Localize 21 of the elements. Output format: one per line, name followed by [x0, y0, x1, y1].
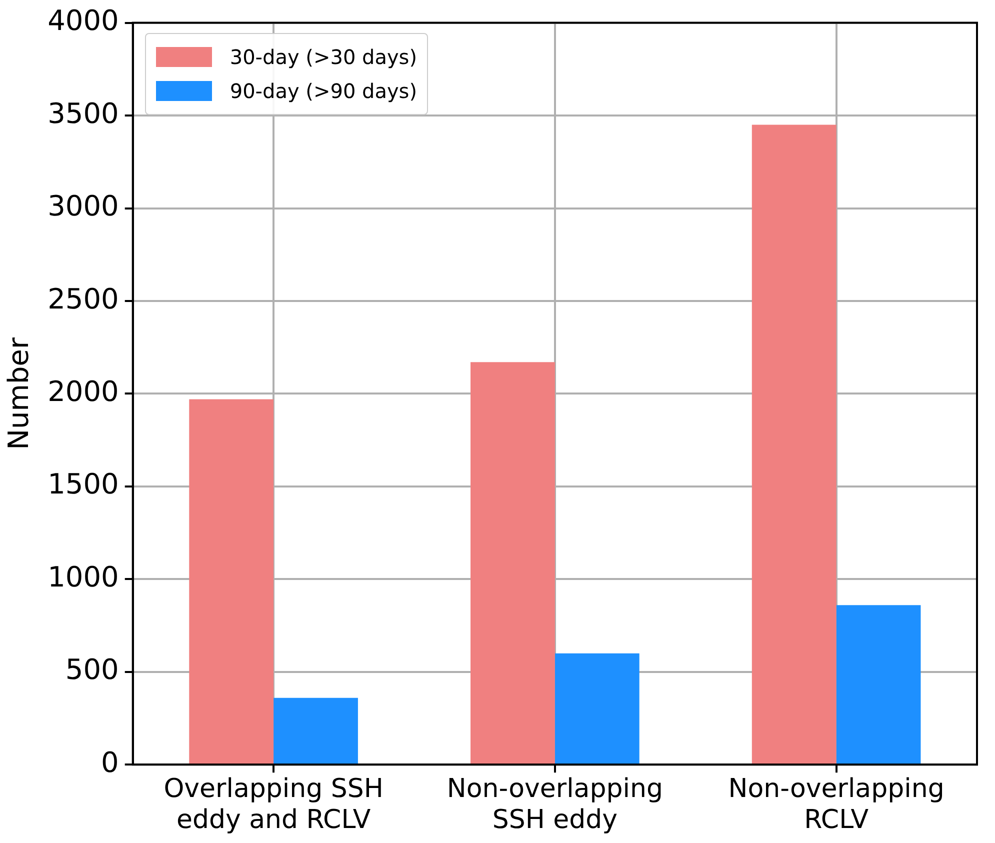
bar — [554, 653, 640, 764]
legend-label: 90-day (>90 days) — [230, 78, 418, 105]
y-tick-label: 0 — [101, 746, 119, 779]
y-tick-label: 1500 — [48, 468, 119, 501]
y-axis-title: Number — [2, 336, 36, 450]
bar — [189, 399, 274, 764]
x-tick-label: Non-overlapping SSH eddy — [446, 774, 663, 836]
bar — [470, 362, 555, 764]
bar — [752, 124, 836, 764]
y-tick-label: 500 — [65, 653, 119, 686]
y-tick-label: 3500 — [48, 96, 119, 130]
legend-label: 30-day (>30 days) — [230, 44, 418, 71]
y-tick-label: 2500 — [48, 282, 119, 316]
bar — [836, 605, 921, 764]
x-tick-label: Non-overlapping RCLV — [728, 774, 944, 836]
y-tick-label: 1000 — [48, 560, 119, 594]
y-tick-label: 3000 — [48, 190, 119, 223]
x-tick-label: Overlapping SSH eddy and RCLV — [164, 774, 384, 836]
bar — [274, 698, 358, 764]
y-tick-label: 4000 — [48, 4, 119, 38]
y-tick-label: 2000 — [48, 374, 119, 408]
